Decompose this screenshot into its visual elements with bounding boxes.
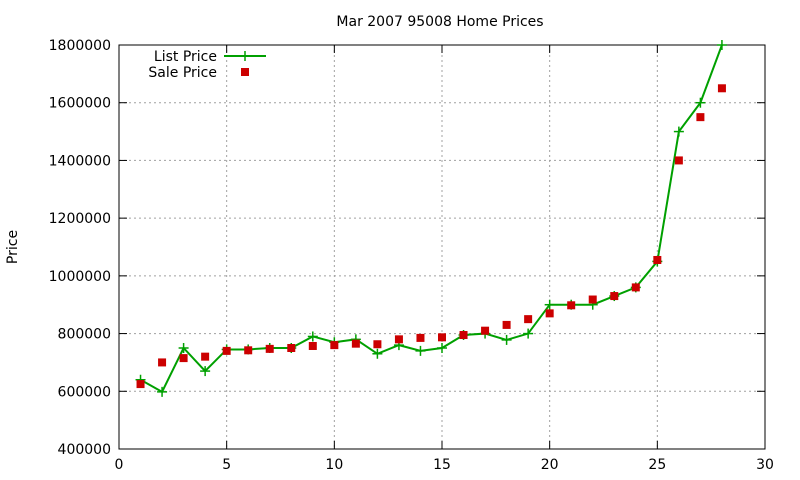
data-point bbox=[501, 334, 512, 345]
x-tick-label: 15 bbox=[433, 457, 451, 473]
data-point bbox=[610, 292, 619, 301]
legend-label: List Price bbox=[154, 49, 217, 65]
y-tick-label: 1400000 bbox=[49, 153, 111, 169]
data-point bbox=[631, 283, 640, 292]
data-point bbox=[696, 113, 705, 122]
legend-marker bbox=[241, 68, 249, 76]
data-point bbox=[373, 340, 382, 349]
data-point bbox=[437, 343, 447, 353]
legend-label: Sale Price bbox=[148, 65, 217, 81]
legend-entry: Sale Price bbox=[148, 65, 249, 81]
data-point bbox=[415, 345, 426, 356]
data-point bbox=[545, 309, 554, 318]
data-point bbox=[136, 380, 145, 389]
data-point bbox=[351, 339, 360, 348]
data-point bbox=[244, 346, 253, 355]
data-point bbox=[201, 352, 210, 361]
y-tick-label: 1000000 bbox=[49, 269, 111, 285]
data-point bbox=[416, 333, 425, 342]
axes: 400000 600000 800000 1000000 1200000 1400000 1… bbox=[49, 38, 774, 473]
chart-title: Mar 2007 95008 Home Prices bbox=[336, 14, 543, 30]
data-point bbox=[222, 346, 231, 355]
y-tick-label: 1200000 bbox=[49, 211, 111, 227]
data-point bbox=[673, 126, 684, 137]
y-tick-label: 600000 bbox=[58, 384, 111, 400]
x-tick-label: 30 bbox=[756, 457, 774, 473]
series-sale-price bbox=[136, 84, 726, 389]
data-point bbox=[481, 326, 490, 335]
data-point bbox=[307, 331, 318, 342]
data-point bbox=[265, 344, 274, 353]
data-point bbox=[567, 301, 576, 310]
y-tick-label: 400000 bbox=[58, 442, 111, 458]
data-point bbox=[523, 328, 534, 339]
series bbox=[135, 40, 727, 397]
data-point bbox=[438, 333, 446, 342]
grid bbox=[119, 45, 765, 449]
x-tick-label: 25 bbox=[648, 457, 666, 473]
x-tick-label: 10 bbox=[325, 457, 343, 473]
data-point bbox=[502, 320, 511, 329]
y-tick-label: 800000 bbox=[58, 327, 111, 343]
y-tick-label: 1800000 bbox=[49, 38, 111, 54]
data-point bbox=[695, 97, 706, 108]
data-point bbox=[717, 84, 726, 93]
data-point bbox=[524, 315, 533, 324]
data-point bbox=[330, 341, 339, 350]
data-point bbox=[157, 386, 168, 397]
data-point bbox=[200, 366, 211, 377]
x-tick-label: 0 bbox=[115, 457, 124, 473]
data-point bbox=[674, 156, 683, 165]
data-point bbox=[544, 299, 555, 310]
y-axis-label: Price bbox=[5, 230, 21, 264]
x-tick-label: 5 bbox=[222, 457, 231, 473]
data-point bbox=[459, 331, 468, 340]
data-point bbox=[653, 255, 662, 264]
data-point bbox=[588, 295, 597, 304]
data-point bbox=[372, 348, 383, 359]
y-tick-label: 1600000 bbox=[49, 96, 111, 112]
data-point bbox=[394, 335, 403, 344]
legend-marker bbox=[240, 51, 250, 61]
data-point bbox=[716, 40, 727, 50]
data-point bbox=[179, 354, 188, 363]
legend-entry: List Price bbox=[154, 49, 266, 65]
x-tick-label: 20 bbox=[541, 457, 559, 473]
data-point bbox=[178, 343, 189, 353]
data-point bbox=[308, 341, 317, 350]
data-point bbox=[158, 358, 167, 367]
data-point bbox=[287, 344, 296, 352]
series-line bbox=[140, 44, 723, 394]
plot-frame bbox=[118, 44, 766, 450]
